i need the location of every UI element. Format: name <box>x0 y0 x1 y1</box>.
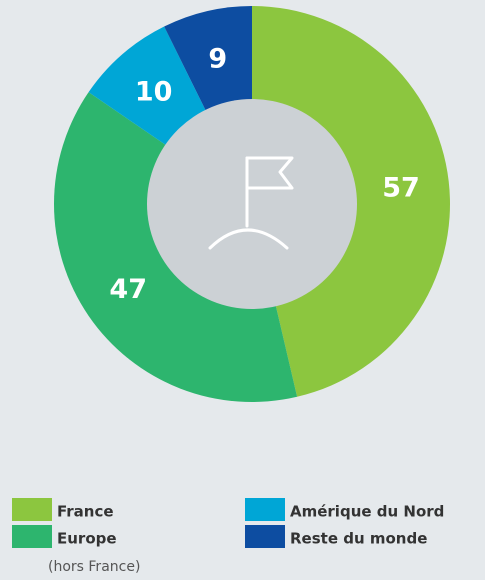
legend-swatch <box>245 498 285 521</box>
legend-swatch <box>245 525 285 548</box>
legend-label: Amérique du Nord <box>290 503 444 521</box>
legend-note: (hors France) <box>48 559 140 575</box>
center-circle <box>147 99 357 309</box>
legend-swatch <box>12 498 52 521</box>
value-label: 47 <box>109 274 147 305</box>
value-label: 9 <box>208 43 227 74</box>
legend-label: Europe <box>57 530 117 548</box>
value-label: 10 <box>135 76 173 107</box>
flag-icon <box>208 156 294 250</box>
legend-label: France <box>57 503 114 521</box>
legend-swatch <box>12 525 52 548</box>
legend-label: Reste du monde <box>290 530 427 548</box>
value-label: 57 <box>382 172 420 203</box>
